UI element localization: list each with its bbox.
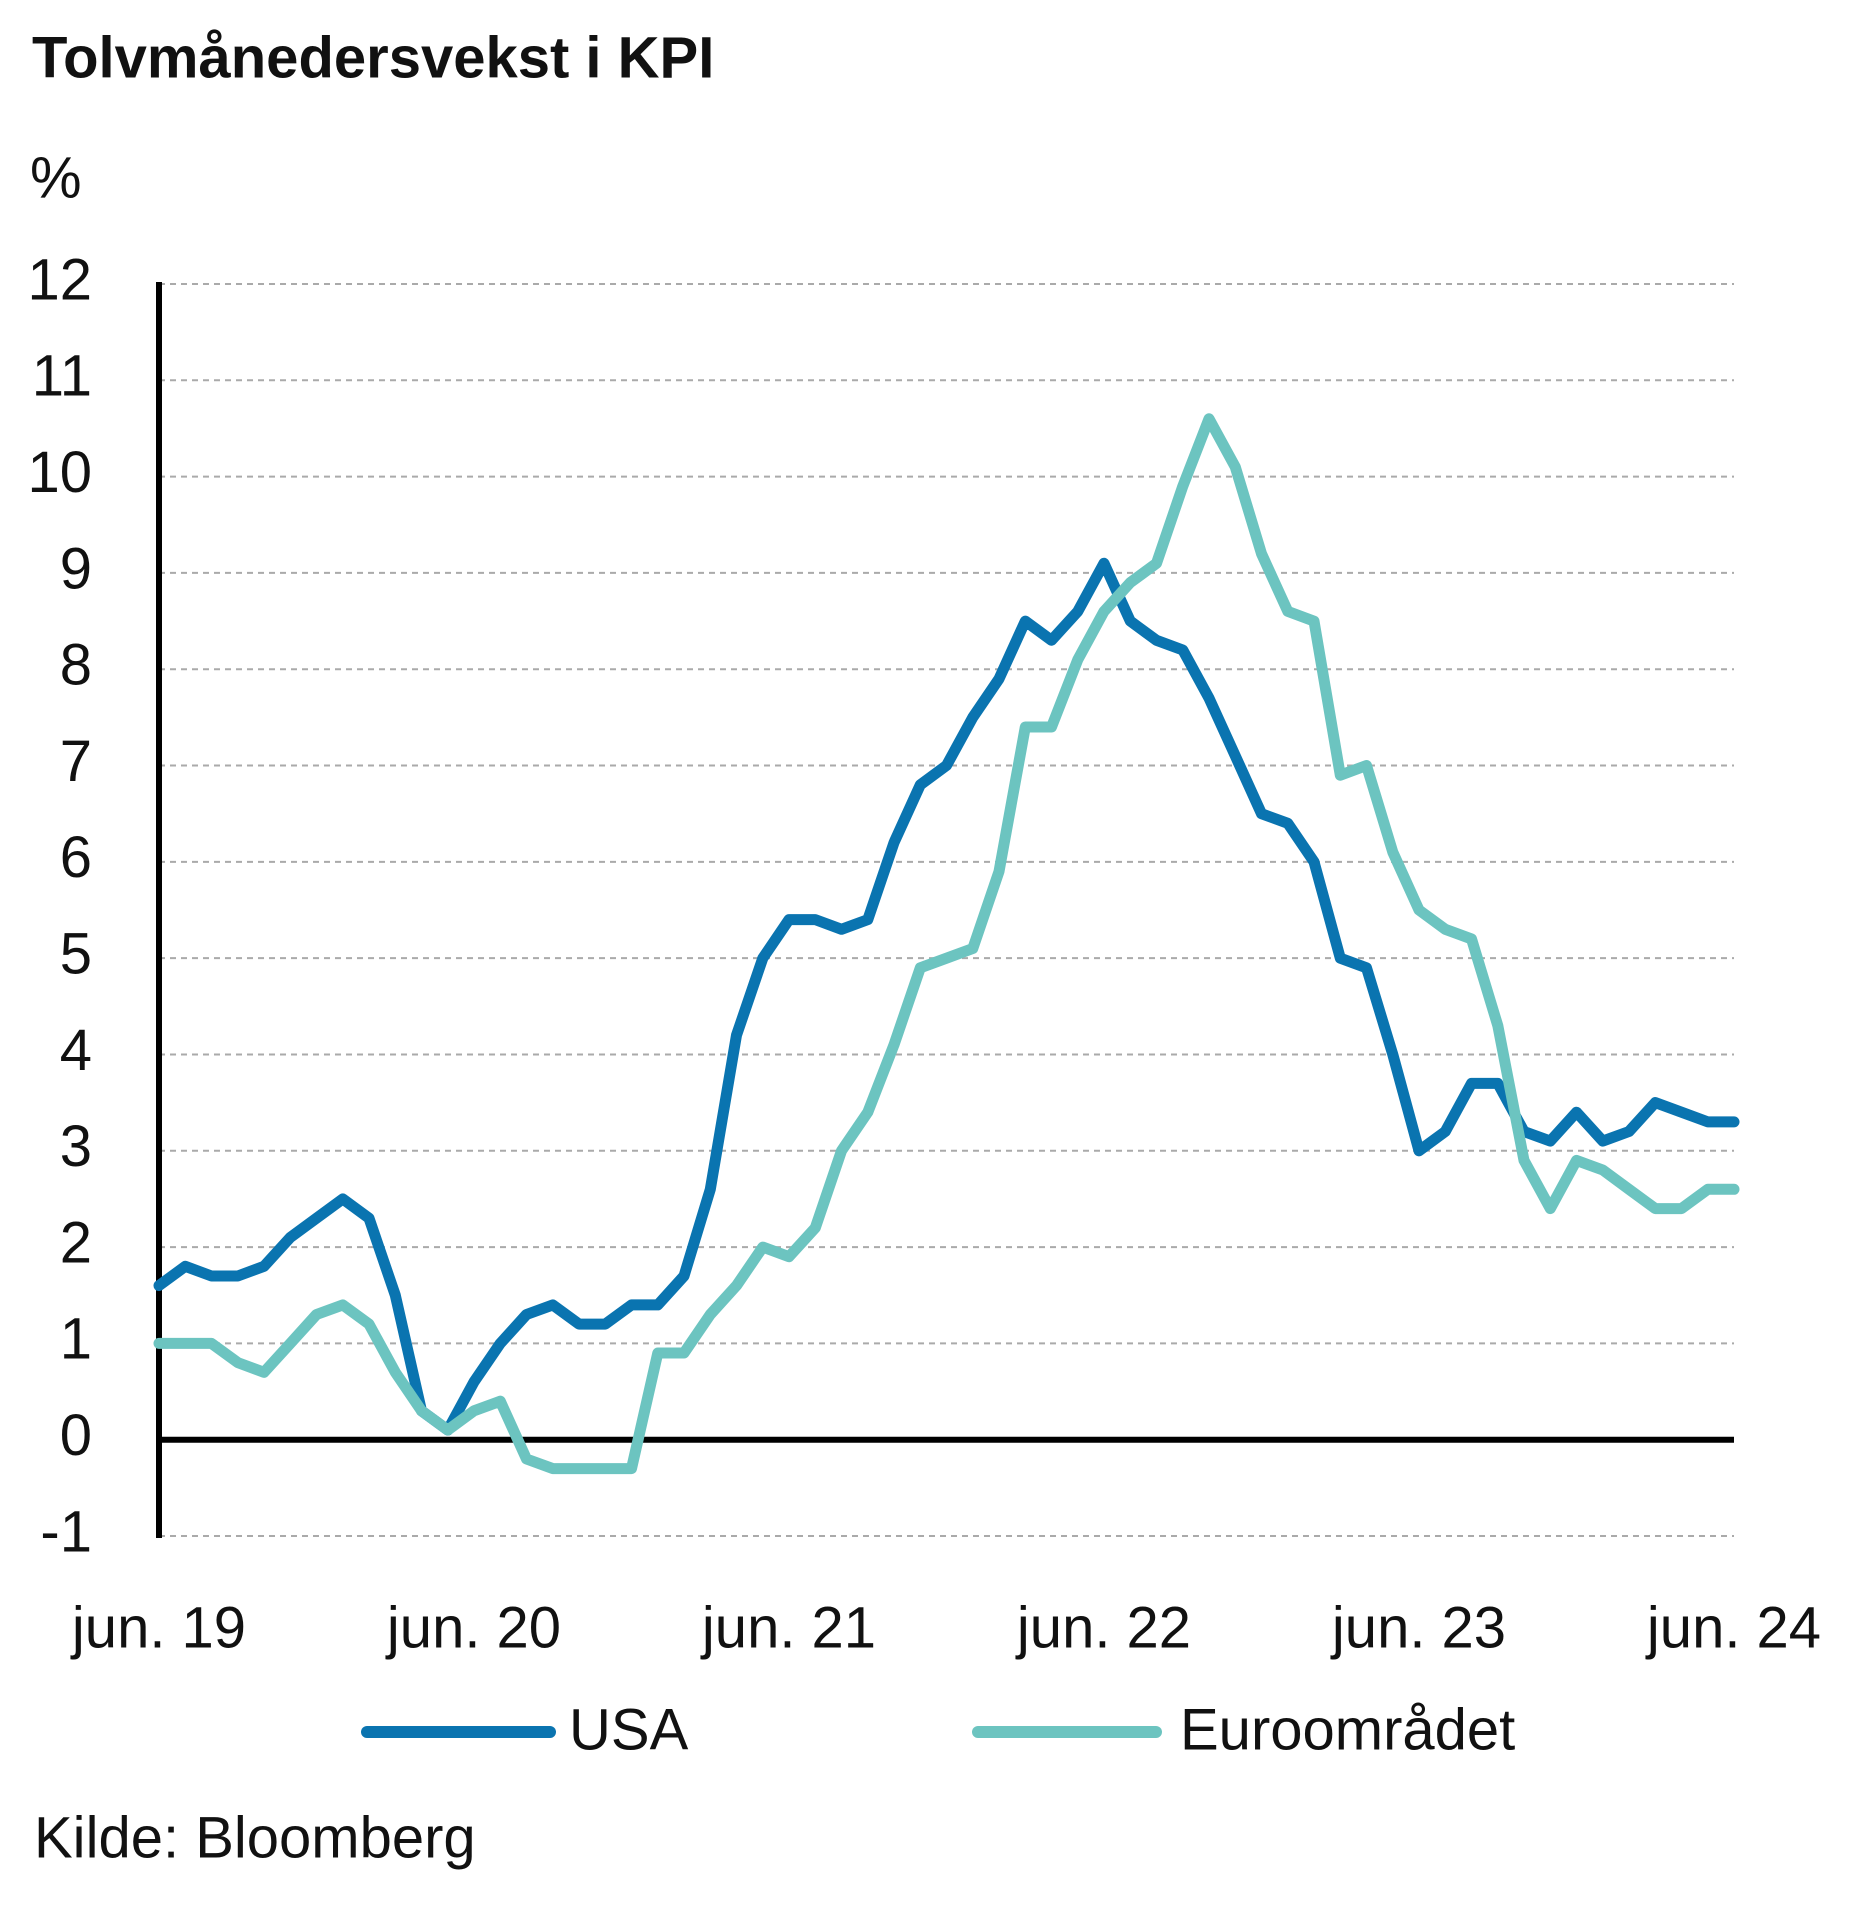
x-tick-label: jun. 20: [385, 1595, 561, 1660]
line-series: [153, 557, 1740, 1436]
y-tick-label: 12: [27, 247, 92, 312]
legend-label: USA: [569, 1697, 689, 1762]
y-axis-label: %: [30, 145, 82, 210]
x-tick-label: jun. 19: [70, 1595, 246, 1660]
y-tick-label: 11: [32, 344, 92, 409]
y-tick-label: 7: [60, 729, 92, 794]
y-tick-label: 3: [60, 1114, 92, 1179]
legend-label: Euroområdet: [1180, 1697, 1515, 1762]
y-tick-label: -1: [40, 1499, 92, 1564]
y-tick-label: 5: [60, 921, 92, 986]
x-tick-label: jun. 24: [1645, 1595, 1821, 1660]
y-tick-label: 1: [60, 1307, 92, 1372]
line-series: [153, 413, 1740, 1475]
x-tick-label: jun. 21: [700, 1595, 876, 1660]
y-tick-label: 0: [60, 1403, 92, 1468]
y-tick-label: 8: [60, 633, 92, 698]
chart-title: Tolvmånedersvekst i KPI: [32, 25, 714, 90]
y-tick-label: 2: [60, 1210, 92, 1275]
source: Kilde: Bloomberg: [34, 1805, 476, 1870]
y-tick-label: 4: [60, 1018, 92, 1083]
x-tick-label: jun. 22: [1015, 1595, 1191, 1660]
y-tick-label: 10: [27, 440, 92, 505]
x-tick-label: jun. 23: [1330, 1595, 1506, 1660]
y-tick-label: 9: [60, 536, 92, 601]
y-tick-label: 6: [60, 825, 92, 890]
